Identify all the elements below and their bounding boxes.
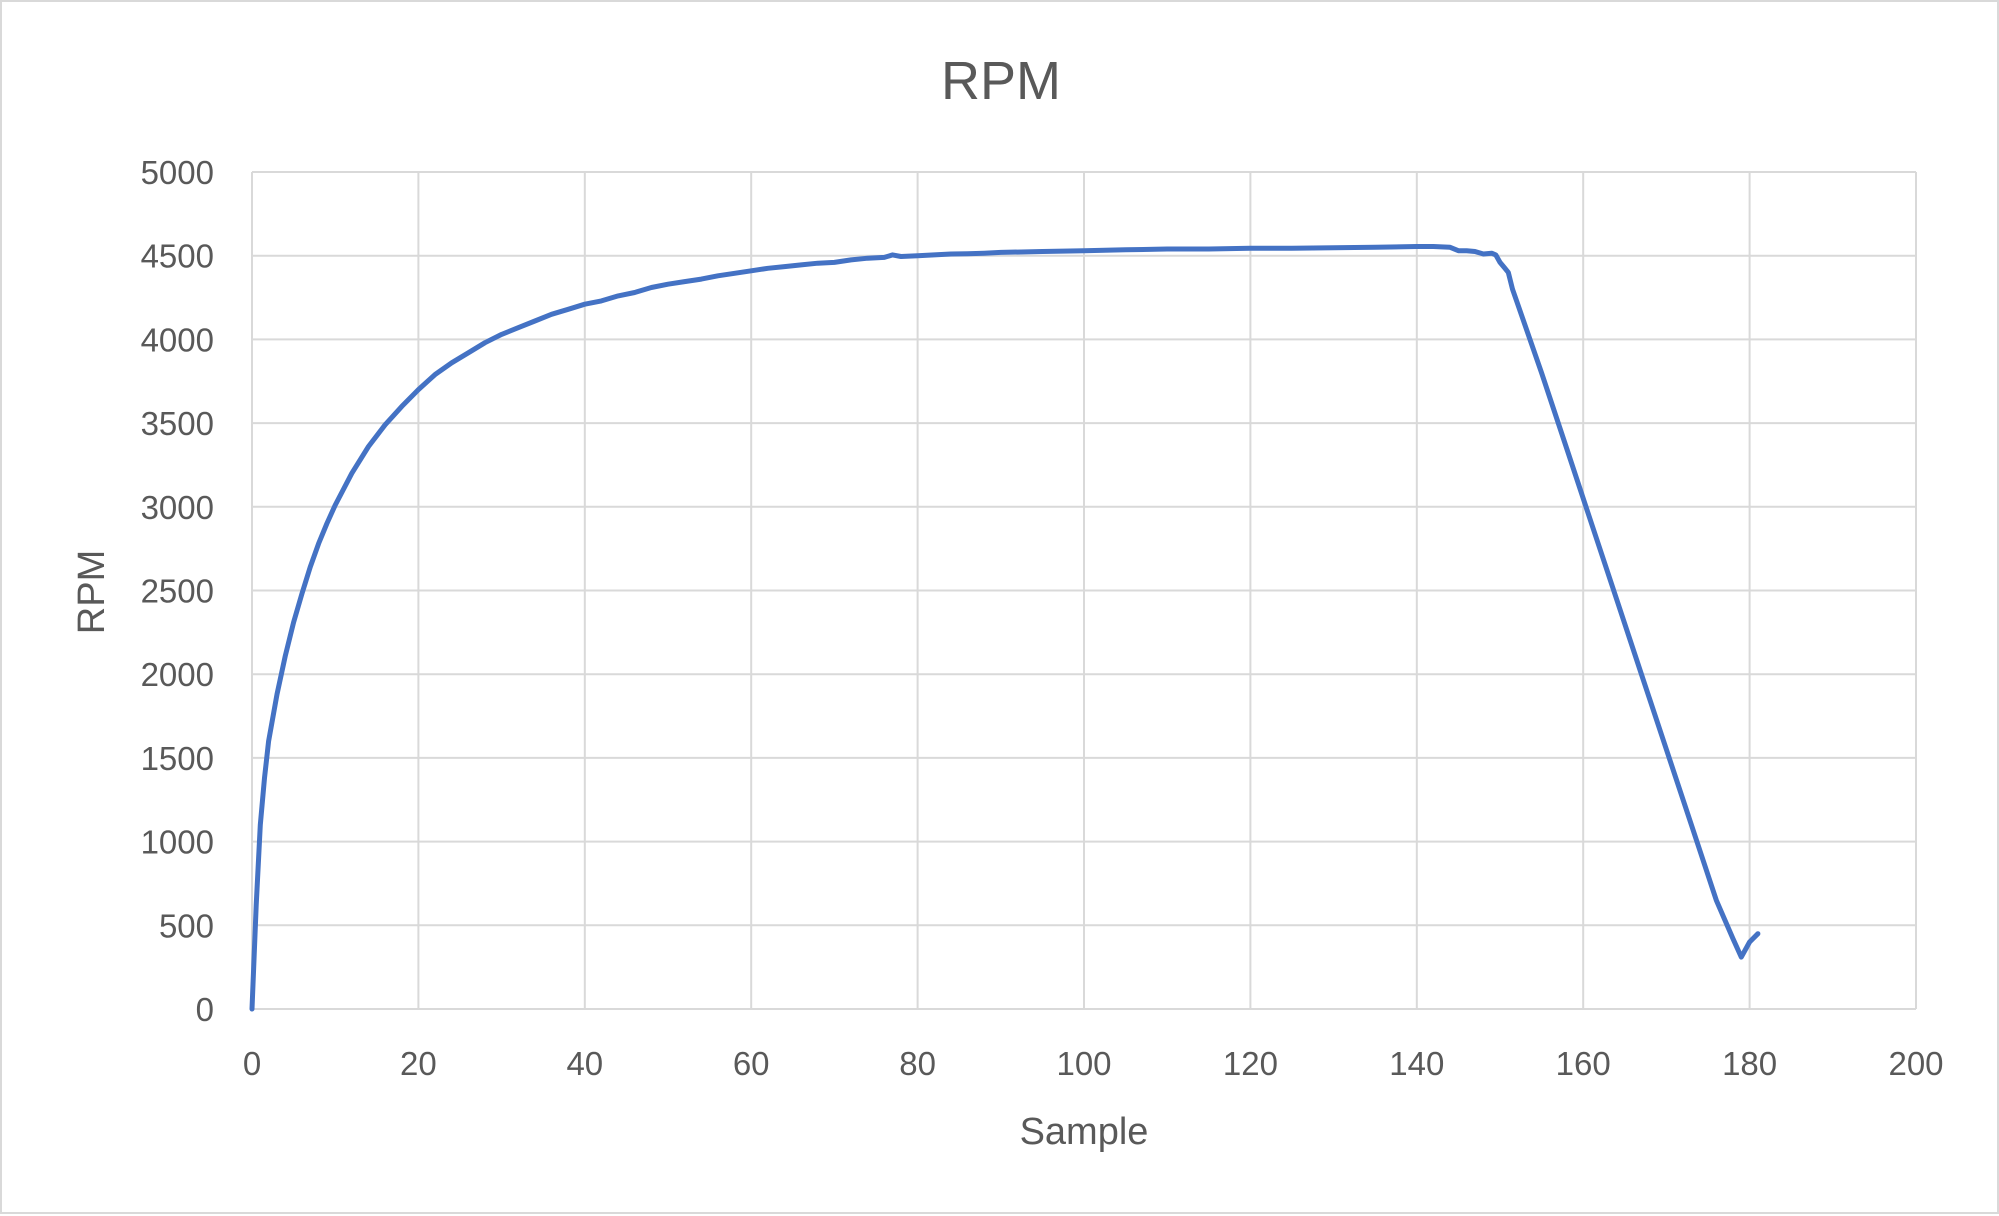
gridlines	[251, 171, 1917, 1010]
x-tick-label: 140	[1389, 1045, 1444, 1082]
x-tick-label: 0	[243, 1045, 261, 1082]
x-tick-label: 160	[1556, 1045, 1611, 1082]
y-tick-label: 1500	[141, 740, 214, 777]
y-tick-label: 4500	[141, 238, 214, 275]
y-tick-label: 2000	[141, 656, 214, 693]
x-tick-label: 120	[1223, 1045, 1278, 1082]
y-tick-label: 3500	[141, 405, 214, 442]
y-tick-label: 2500	[141, 573, 214, 610]
x-tick-label: 20	[400, 1045, 437, 1082]
rpm-series-line	[249, 244, 1761, 1012]
x-tick-label: 80	[899, 1045, 936, 1082]
series-layer	[249, 244, 1761, 1012]
y-tick-label: 5000	[141, 154, 214, 191]
x-axis-ticks: 0 20 40 60 80 100 120 140 160 180 200	[243, 1045, 1944, 1082]
chart-title: RPM	[941, 51, 1061, 111]
x-tick-label: 200	[1888, 1045, 1943, 1082]
y-tick-label: 4000	[141, 321, 214, 358]
y-tick-label: 500	[159, 907, 214, 944]
y-tick-label: 0	[196, 991, 214, 1028]
x-tick-label: 60	[733, 1045, 770, 1082]
y-axis-ticks: 0 500 1000 1500 2000 2500 3000 3500 4000 4500 5000	[141, 154, 214, 1028]
x-tick-label: 40	[566, 1045, 603, 1082]
y-axis-label: RPM	[71, 550, 113, 634]
y-tick-label: 1000	[141, 824, 214, 861]
x-axis-label: Sample	[1020, 1111, 1149, 1153]
y-tick-label: 3000	[141, 489, 214, 526]
x-tick-label: 180	[1722, 1045, 1777, 1082]
x-tick-label: 100	[1056, 1045, 1111, 1082]
